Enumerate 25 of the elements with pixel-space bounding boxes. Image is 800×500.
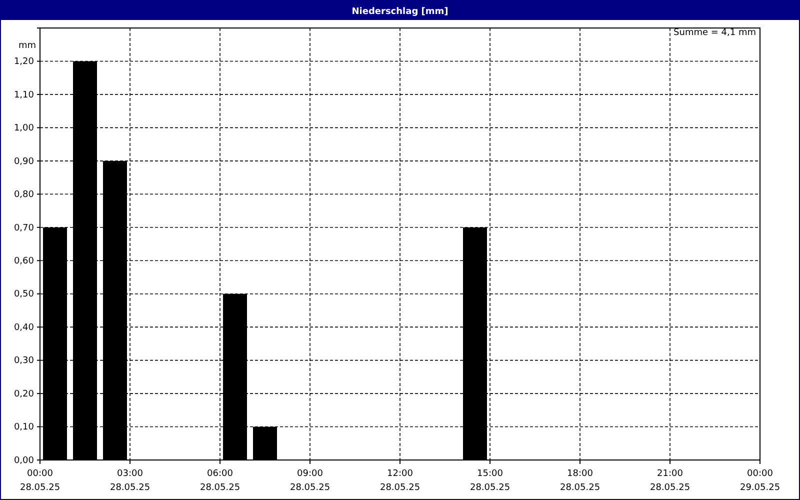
x-tick-label: 15:00 28.05.25 <box>470 469 510 493</box>
y-tick-label: 0,80 <box>14 190 34 200</box>
x-tick-label: 21:00 28.05.25 <box>650 469 690 493</box>
annotation: Summe = 4,1 mm <box>674 28 756 38</box>
x-tick-label: 12:00 28.05.25 <box>380 469 420 493</box>
y-tick-label: 0,00 <box>14 456 34 466</box>
y-tick-label: 0,40 <box>14 322 34 333</box>
y-tick-label: 0,60 <box>14 256 34 266</box>
y-axis-title: mm <box>18 41 36 51</box>
x-tick-label: 06:00 28.05.25 <box>200 469 240 493</box>
y-tick-label: 0,30 <box>14 356 34 366</box>
x-tick-label: 18:00 28.05.25 <box>560 469 600 493</box>
y-tick-label: 0,70 <box>14 223 34 234</box>
x-tick-label: 09:00 28.05.25 <box>290 469 330 493</box>
x-tick-label: 00:00 28.05.25 <box>20 469 60 493</box>
y-tick-label: 1,00 <box>14 124 34 134</box>
y-tick-label: 0,20 <box>14 389 34 400</box>
x-tick-label: 00:00 29.05.25 <box>740 469 780 493</box>
y-tick-label: 1,10 <box>14 90 34 100</box>
x-tick-label: 03:00 28.05.25 <box>110 469 150 493</box>
y-tick-label: 0,90 <box>14 156 34 167</box>
y-tick-label: 1,20 <box>14 57 34 68</box>
y-tick-label: 0,10 <box>14 422 34 433</box>
chart-title: Niederschlag [mm] <box>352 7 448 17</box>
y-tick-label: 0,50 <box>14 290 34 300</box>
